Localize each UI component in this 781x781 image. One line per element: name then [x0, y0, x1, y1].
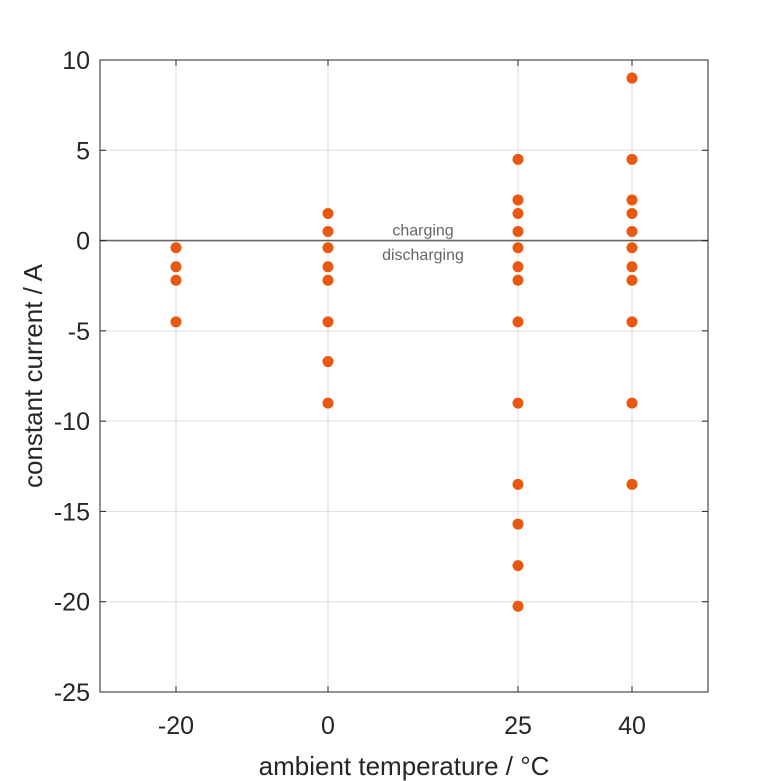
annotations: charging discharging [382, 223, 464, 264]
data-point [322, 226, 334, 238]
x-tick-label: -20 [158, 712, 194, 740]
y-axis-label: constant current / A [18, 263, 48, 488]
data-point [170, 316, 182, 328]
data-point [170, 261, 182, 273]
data-point [626, 274, 638, 286]
data-point [512, 153, 524, 165]
data-point [322, 356, 334, 368]
data-point [626, 261, 638, 273]
data-point [170, 274, 182, 286]
data-point [322, 274, 334, 286]
data-point [512, 274, 524, 286]
data-point [322, 397, 334, 409]
data-point [626, 194, 638, 206]
data-point [322, 242, 334, 254]
annotation-charging: charging [392, 223, 453, 240]
y-tick-label: -15 [54, 498, 90, 526]
data-point [626, 316, 638, 328]
x-axis-label: ambient temperature / °C [259, 751, 550, 781]
data-point [322, 261, 334, 273]
data-point [512, 261, 524, 273]
data-point [512, 600, 524, 612]
x-tick-label: 0 [321, 712, 335, 740]
data-point [626, 72, 638, 84]
data-point [512, 478, 524, 490]
annotation-discharging: discharging [382, 247, 464, 264]
data-point [626, 397, 638, 409]
data-point [512, 316, 524, 328]
data-point [512, 560, 524, 572]
plot-frame [99, 59, 709, 693]
y-tick-label: -25 [54, 679, 90, 707]
x-tick-label: 25 [504, 712, 532, 740]
y-tick-label: -20 [54, 589, 90, 617]
y-tick-label: 5 [76, 137, 90, 165]
data-point [512, 194, 524, 206]
data-point [322, 207, 334, 219]
data-point [322, 316, 334, 328]
data-point [626, 478, 638, 490]
data-point [512, 242, 524, 254]
grid-lines [100, 59, 708, 693]
data-point [512, 397, 524, 409]
y-tick-label: -10 [54, 408, 90, 436]
data-point [626, 226, 638, 238]
data-point [626, 207, 638, 219]
y-tick-label: 10 [62, 47, 90, 75]
y-tick-label: 0 [76, 228, 90, 256]
data-point [512, 518, 524, 530]
x-tick-label: 40 [618, 712, 646, 740]
data-points [170, 72, 638, 612]
data-point [626, 153, 638, 165]
data-point [512, 207, 524, 219]
x-axis-ticks: -20 0 25 40 [158, 60, 646, 740]
data-point [626, 242, 638, 254]
data-point [170, 242, 182, 254]
y-tick-label: -5 [68, 318, 90, 346]
data-point [512, 226, 524, 238]
y-axis-ticks: 10 5 0 -5 -10 -15 -20 -25 [54, 47, 708, 707]
